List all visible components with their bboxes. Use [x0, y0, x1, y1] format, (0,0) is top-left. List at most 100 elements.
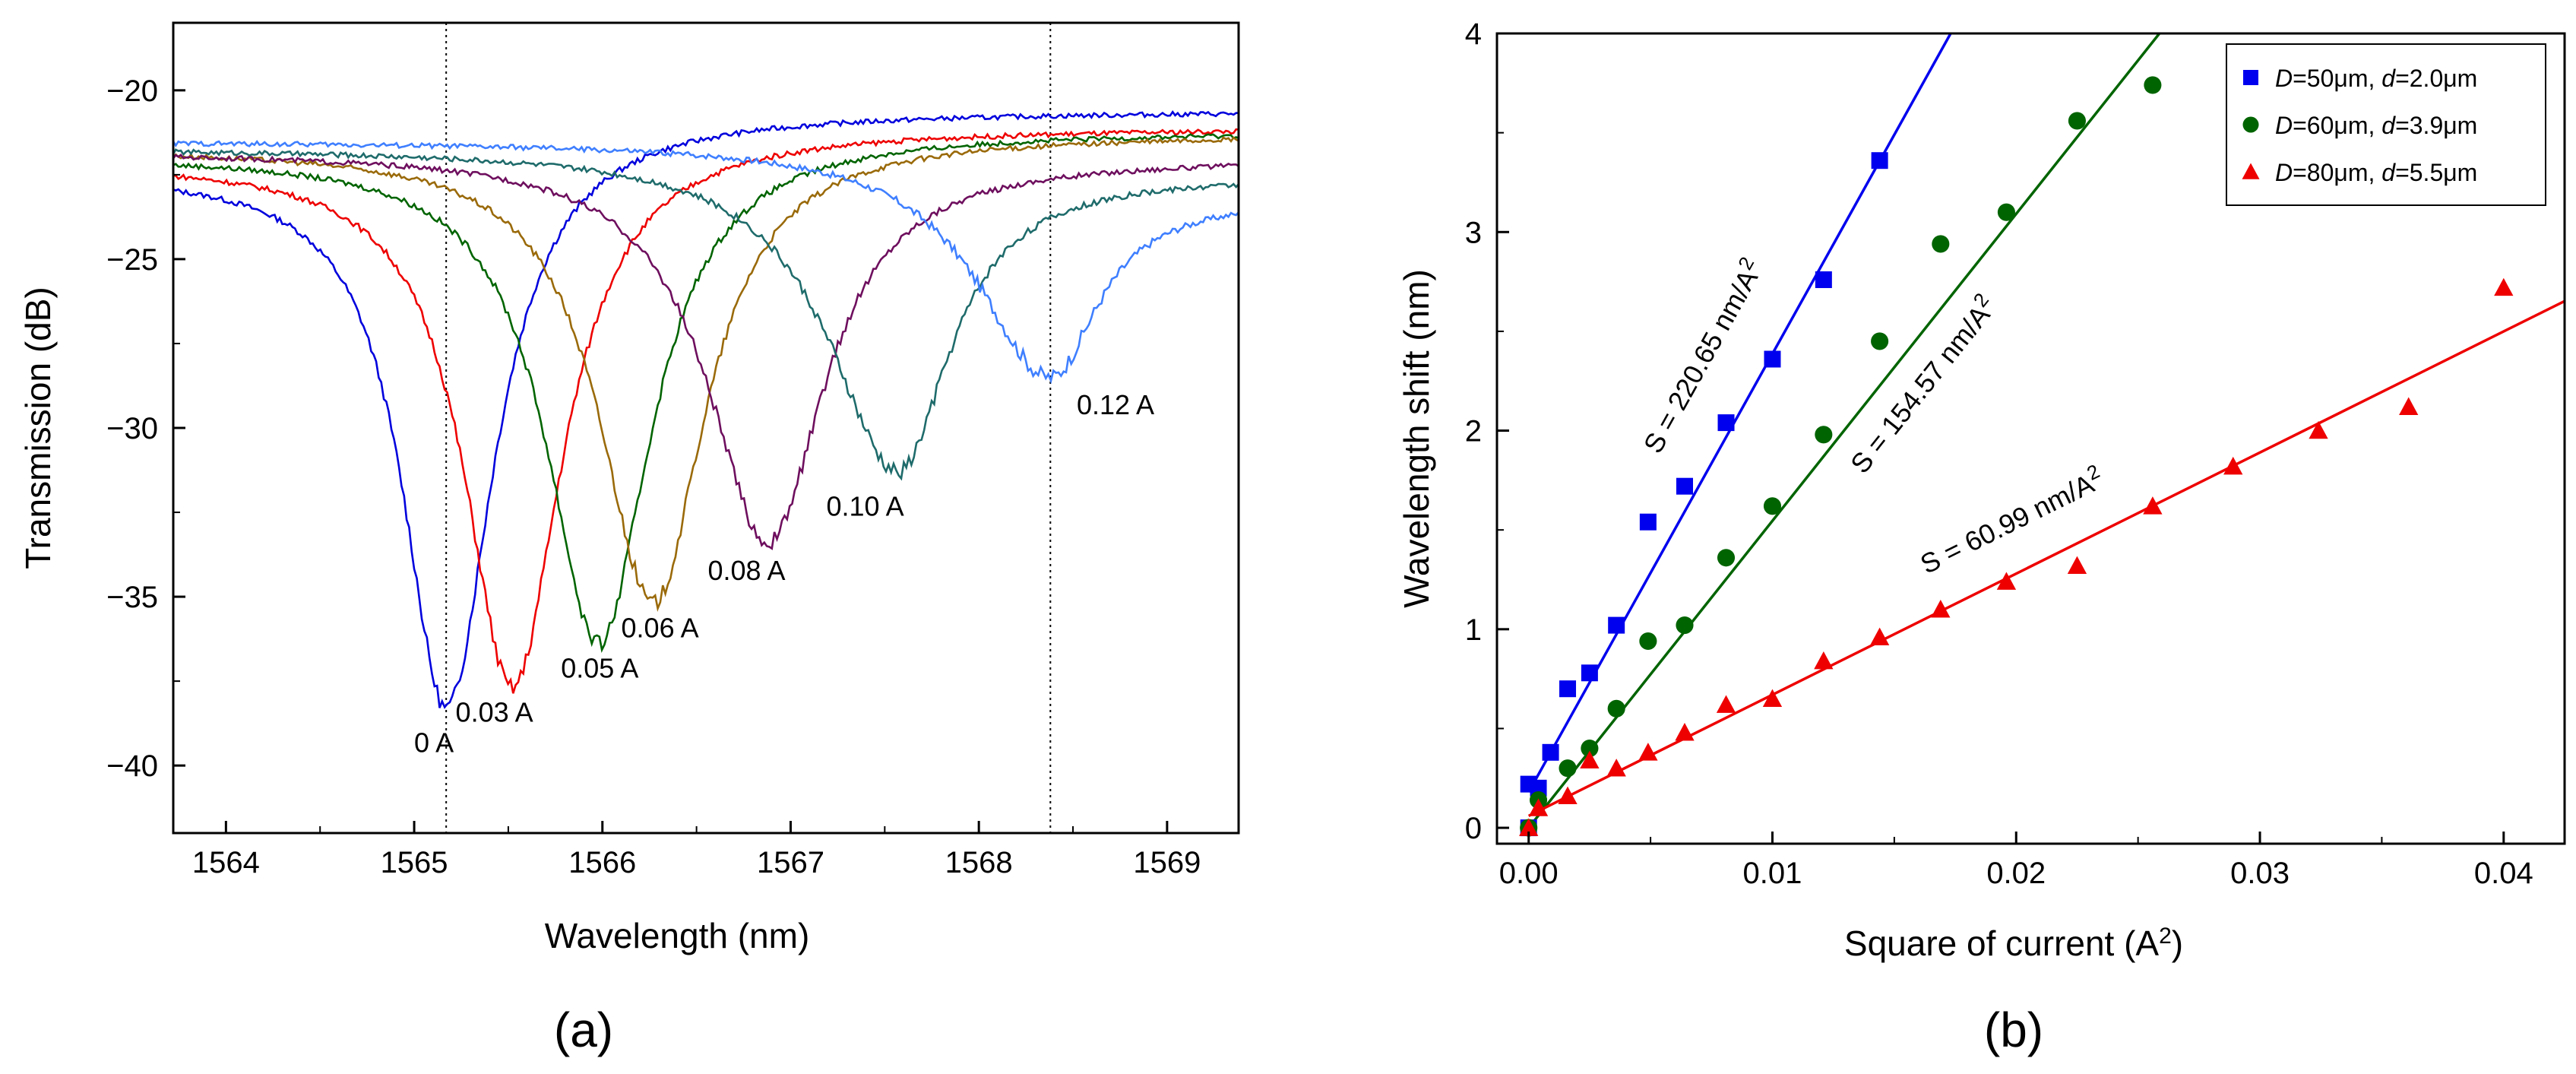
- data-point-circle: [1639, 632, 1657, 651]
- data-point-circle: [1717, 549, 1736, 567]
- current-label: 0.06 A: [622, 612, 699, 643]
- x-axis-title-a: Wavelength (nm): [545, 916, 810, 955]
- data-point-square: [1639, 513, 1657, 531]
- data-point-square: [1764, 350, 1781, 368]
- data-point-circle: [1815, 426, 1833, 444]
- data-point-triangle: [1931, 600, 1951, 618]
- legend-marker-square: [2243, 70, 2258, 85]
- x-tick-label-a: 1566: [568, 846, 636, 879]
- data-point-square: [1542, 743, 1559, 761]
- current-label: 0.03 A: [456, 696, 533, 727]
- data-point-square: [1815, 271, 1832, 288]
- legend-entry-square: D=50μm, d=2.0μm: [2275, 65, 2477, 92]
- data-point-circle: [1559, 759, 1577, 778]
- x-tick-label-a: 1567: [757, 846, 824, 879]
- data-point-circle: [1607, 699, 1625, 718]
- data-point-triangle: [2494, 277, 2514, 296]
- chart-b: S = 220.65 nm/A2S = 154.57 nm/A2S = 60.9…: [1397, 17, 2566, 1057]
- curve-0_12A: [172, 140, 1239, 385]
- y-tick-label-a: −30: [106, 412, 158, 445]
- y-tick-label-b: 0: [1465, 812, 1482, 845]
- curve-0_03A: [172, 128, 1239, 694]
- data-point-triangle: [2223, 456, 2243, 475]
- data-point-triangle: [2143, 496, 2163, 515]
- data-point-square: [1871, 152, 1888, 169]
- current-label: 0.12 A: [1077, 389, 1154, 420]
- y-axis-title-b: Wavelength shift (nm): [1397, 269, 1436, 608]
- data-point-triangle: [1638, 743, 1658, 761]
- x-axis-title-b: Square of current (A2): [1844, 924, 2183, 963]
- legend: D=50μm, d=2.0μm D=60μm, d=3.9μm D=80μm, d=…: [2226, 43, 2546, 206]
- x-tick-label-b: 0.04: [2474, 857, 2533, 890]
- curve-0_05A: [172, 133, 1239, 653]
- data-point-triangle: [2399, 397, 2419, 415]
- data-point-triangle: [1580, 750, 1600, 769]
- data-point-square: [1530, 779, 1547, 797]
- data-point-triangle: [1558, 786, 1578, 805]
- legend-box: [2226, 43, 2546, 206]
- x-tick-label-b: 0.03: [2230, 857, 2290, 890]
- curve-0_08A: [172, 153, 1239, 550]
- y-tick-label-a: −35: [106, 581, 158, 614]
- data-point-square: [1676, 477, 1693, 495]
- data-point-circle: [1871, 332, 1889, 350]
- legend-marker-triangle: [2242, 163, 2260, 179]
- curve-0_10A: [172, 148, 1239, 481]
- legend-entry-triangle: D=80μm, d=5.5μm: [2275, 159, 2477, 186]
- data-point-triangle: [1814, 651, 1834, 670]
- y-axis-title-a: Transmission (dB): [18, 287, 58, 569]
- data-point-triangle: [1762, 689, 1783, 708]
- data-point-triangle: [1528, 798, 1549, 816]
- y-tick-label-b: 2: [1465, 415, 1482, 448]
- curve-0_06A: [172, 136, 1239, 613]
- legend-marker-circle: [2242, 116, 2259, 133]
- panel-label-a: (a): [554, 1003, 613, 1057]
- x-tick-label-a: 1569: [1133, 846, 1201, 879]
- current-label: 0.05 A: [561, 653, 638, 684]
- chart-a: 1564 1565 1566 1567 1568 1569−20−25−30−35−40 …: [18, 21, 1240, 1057]
- slope-label-square: S = 220.65 nm/A2: [1634, 253, 1769, 458]
- data-point-circle: [1581, 740, 1599, 758]
- data-point-square: [1559, 680, 1577, 698]
- fit-line-triangle: [1527, 299, 2565, 817]
- x-tick-label-b: 0.00: [1499, 857, 1559, 890]
- y-tick-label-b: 4: [1465, 17, 1482, 51]
- data-point-circle: [2144, 76, 2162, 94]
- curve-0A: [172, 110, 1239, 709]
- data-point-triangle: [1675, 723, 1695, 741]
- data-point-circle: [1932, 235, 1950, 253]
- data-point-triangle: [1716, 695, 1736, 713]
- data-point-circle: [1676, 616, 1694, 635]
- y-tick-label-a: −20: [106, 74, 158, 108]
- slope-label-circle: S = 154.57 nm/A2: [1841, 289, 2003, 480]
- data-point-triangle: [1606, 759, 1626, 777]
- data-point-square: [1581, 664, 1598, 682]
- panel-label-b: (b): [1984, 1003, 2043, 1057]
- data-point-circle: [1997, 203, 2015, 221]
- data-point-triangle: [1519, 818, 1539, 836]
- data-point-square: [1717, 414, 1735, 432]
- legend-entry-circle: D=60μm, d=3.9μm: [2275, 112, 2477, 139]
- current-label: 0 A: [414, 727, 454, 758]
- x-tick-label-a: 1568: [945, 846, 1013, 879]
- current-label: 0.08 A: [707, 555, 785, 586]
- x-tick-label-b: 0.02: [1986, 857, 2046, 890]
- data-point-square: [1608, 616, 1625, 634]
- x-tick-label-a: 1564: [192, 846, 260, 879]
- data-point-triangle: [2067, 556, 2087, 574]
- data-point-circle: [1763, 497, 1782, 515]
- fit-line-square: [1527, 33, 1953, 793]
- y-tick-label-b: 1: [1465, 613, 1482, 647]
- x-tick-label-a: 1565: [381, 846, 448, 879]
- data-point-triangle: [2309, 420, 2328, 439]
- plot-frame-b: [1495, 32, 2566, 845]
- data-point-circle: [2068, 112, 2086, 130]
- x-tick-label-b: 0.01: [1743, 857, 1802, 890]
- y-tick-label-a: −25: [106, 243, 158, 277]
- data-point-triangle: [1869, 627, 1890, 646]
- fit-line-circle: [1527, 33, 2162, 829]
- y-tick-label-b: 3: [1465, 216, 1482, 249]
- data-point-triangle: [1996, 572, 2017, 590]
- current-label: 0.10 A: [827, 490, 904, 521]
